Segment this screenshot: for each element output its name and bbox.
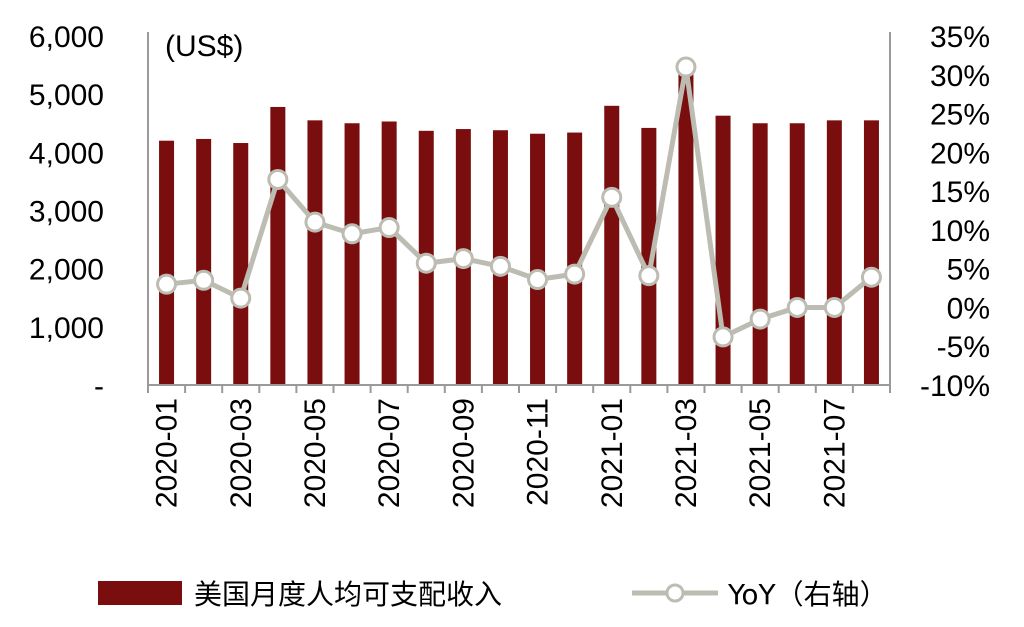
x-axis-tick-label: 2020-03 [225, 398, 258, 508]
right-axis-tick-label: 30% [930, 60, 990, 93]
yoy-point [230, 287, 252, 309]
right-axis-tick-label: 5% [947, 254, 990, 287]
x-axis-tick-label: 2020-01 [151, 398, 184, 508]
legend-line-swatch [632, 583, 718, 603]
bar [381, 121, 397, 385]
bar [752, 123, 768, 385]
bar [826, 120, 842, 385]
yoy-point [564, 263, 586, 285]
x-axis-tick-label: 2020-07 [373, 398, 406, 508]
yoy-point [304, 211, 326, 233]
bar [789, 123, 805, 385]
yoy-point [712, 326, 734, 348]
bar [270, 106, 286, 386]
x-axis-tick-label: 2021-01 [596, 398, 629, 508]
left-axis-tick-label: 2,000 [29, 254, 104, 287]
unit-label: (US$) [165, 30, 243, 63]
left-axis-tick-label: 4,000 [29, 137, 104, 170]
x-axis-tick-label: 2020-11 [522, 398, 555, 506]
left-axis-tick-label: - [94, 370, 104, 403]
bar [196, 138, 212, 385]
yoy-line-series [156, 56, 882, 348]
x-axis-tick-label: 2021-05 [744, 398, 777, 508]
axes [147, 32, 891, 393]
left-axis-tick-labels: - 1,000 2,000 3,000 4,000 5,000 6,000 [29, 21, 104, 403]
right-axis-tick-label: 35% [930, 21, 990, 54]
right-axis-tick-label: 20% [930, 137, 990, 170]
bar [678, 70, 694, 386]
yoy-point [749, 308, 771, 330]
legend-bar-swatch [98, 581, 182, 605]
yoy-point [860, 266, 882, 288]
bar [344, 123, 360, 385]
bar [530, 133, 546, 385]
right-axis-tick-label: 0% [947, 292, 990, 325]
chart: (US$) - 1,000 2,000 3,000 4,000 5,000 6,000 -1… [29, 21, 990, 508]
yoy-point [675, 56, 697, 78]
right-axis-tick-label: 25% [930, 99, 990, 132]
left-axis-tick-label: 6,000 [29, 21, 104, 54]
right-axis-tick-label: -5% [937, 331, 990, 364]
yoy-point [489, 255, 511, 277]
bar [233, 143, 249, 385]
yoy-point [786, 296, 808, 318]
x-axis-tick-labels: 2020-01 2020-03 2020-05 2020-07 2020-09 2020-… [151, 398, 852, 508]
yoy-point [415, 252, 437, 274]
x-axis-tick-label: 2020-05 [299, 398, 332, 508]
legend: 美国月度人均可支配收入 YoY（右轴） [0, 565, 1024, 625]
bar [641, 127, 657, 386]
bar-series [159, 70, 879, 386]
bar [307, 120, 323, 385]
bar [863, 120, 879, 385]
yoy-point [527, 269, 549, 291]
yoy-point [341, 223, 363, 245]
legend-label-line: YoY（右轴） [728, 578, 888, 611]
yoy-point [452, 248, 474, 270]
yoy-point [823, 296, 845, 318]
x-axis-tick-label: 2020-09 [447, 398, 480, 508]
right-axis-tick-label: -10% [920, 370, 990, 403]
left-axis-tick-label: 5,000 [29, 79, 104, 112]
legend-label-bar: 美国月度人均可支配收入 [194, 578, 503, 611]
right-axis-tick-label: 10% [930, 215, 990, 248]
left-axis-tick-label: 3,000 [29, 196, 104, 229]
legend-item-bar: 美国月度人均可支配收入 [98, 565, 502, 621]
yoy-point [193, 269, 215, 291]
left-axis-tick-label: 1,000 [29, 312, 104, 345]
bar [159, 140, 175, 385]
yoy-point [156, 273, 178, 295]
right-axis-tick-labels: -10% -5% 0% 5% 10% 15% 20% 25% 30% 35% [920, 21, 990, 403]
yoy-point [638, 265, 660, 287]
x-axis-tick-label: 2021-03 [670, 398, 703, 508]
x-axis-tick-label: 2021-07 [818, 398, 851, 508]
yoy-point [378, 217, 400, 239]
yoy-point [267, 168, 289, 190]
bar [604, 105, 620, 386]
yoy-point [601, 186, 623, 208]
right-axis-tick-label: 15% [930, 176, 990, 209]
bar [567, 132, 583, 385]
legend-item-line: YoY（右轴） [632, 565, 888, 621]
